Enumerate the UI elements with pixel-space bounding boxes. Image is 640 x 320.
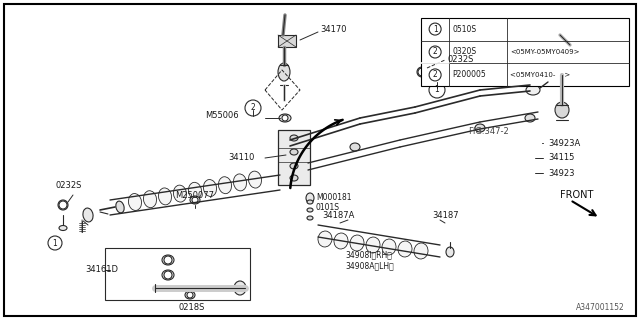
Text: 0510S: 0510S	[452, 25, 476, 34]
Text: 0218S: 0218S	[179, 303, 205, 313]
Circle shape	[429, 69, 441, 81]
Ellipse shape	[366, 237, 380, 253]
Text: 34908I〈RH〉: 34908I〈RH〉	[345, 251, 392, 260]
Ellipse shape	[143, 191, 157, 208]
Ellipse shape	[307, 216, 313, 220]
Ellipse shape	[475, 124, 485, 132]
Bar	[278, 130, 310, 185]
Text: 0101S: 0101S	[316, 203, 340, 212]
Ellipse shape	[290, 175, 298, 181]
Text: 34908A〈LH〉: 34908A〈LH〉	[345, 261, 394, 270]
Ellipse shape	[162, 270, 174, 280]
Text: <05MY0410-    >: <05MY0410- >	[510, 72, 570, 78]
Circle shape	[164, 271, 172, 279]
Ellipse shape	[116, 201, 124, 213]
Ellipse shape	[307, 208, 313, 212]
Text: 2: 2	[433, 47, 438, 57]
Ellipse shape	[248, 171, 262, 188]
Ellipse shape	[526, 85, 540, 95]
Ellipse shape	[307, 200, 313, 204]
Text: 1: 1	[433, 25, 438, 34]
Text: 34115: 34115	[548, 154, 574, 163]
Text: 0232S: 0232S	[55, 180, 81, 189]
Ellipse shape	[290, 135, 298, 141]
Circle shape	[164, 256, 172, 264]
Text: M250077: M250077	[175, 191, 214, 201]
Bar	[421, 18, 629, 86]
Ellipse shape	[555, 102, 569, 118]
Ellipse shape	[234, 281, 246, 295]
Ellipse shape	[398, 241, 412, 257]
Text: 2: 2	[251, 103, 255, 113]
Text: M000181: M000181	[316, 193, 351, 202]
Ellipse shape	[350, 143, 360, 151]
Text: 34110: 34110	[228, 154, 254, 163]
Circle shape	[59, 201, 67, 209]
Bar	[278, 35, 296, 47]
Circle shape	[192, 197, 198, 203]
Ellipse shape	[525, 114, 535, 122]
Ellipse shape	[185, 291, 195, 299]
Text: 2: 2	[433, 70, 438, 79]
Text: <05MY-05MY0409>: <05MY-05MY0409>	[510, 49, 580, 55]
Ellipse shape	[334, 233, 348, 249]
Ellipse shape	[318, 231, 332, 247]
Circle shape	[48, 236, 62, 250]
Text: 34187A: 34187A	[322, 211, 355, 220]
Circle shape	[418, 68, 426, 76]
Text: 34923: 34923	[548, 169, 575, 178]
Ellipse shape	[290, 163, 298, 169]
Ellipse shape	[190, 196, 200, 204]
Ellipse shape	[279, 114, 291, 122]
Ellipse shape	[446, 247, 454, 257]
Bar	[555, 45, 575, 75]
Text: 34923A: 34923A	[548, 139, 580, 148]
Text: 1: 1	[52, 238, 58, 247]
Circle shape	[429, 82, 445, 98]
Ellipse shape	[382, 239, 396, 255]
Text: 1: 1	[435, 85, 440, 94]
Bar	[105, 248, 250, 300]
Text: FIG.347-2: FIG.347-2	[468, 127, 509, 137]
Circle shape	[282, 115, 288, 121]
Text: 34161D: 34161D	[85, 266, 118, 275]
Ellipse shape	[83, 208, 93, 222]
Text: 34187: 34187	[432, 211, 459, 220]
Text: A347001152: A347001152	[576, 303, 625, 312]
Ellipse shape	[350, 235, 364, 251]
Ellipse shape	[188, 182, 202, 199]
Ellipse shape	[59, 226, 67, 230]
Circle shape	[187, 292, 193, 298]
Text: 0320S: 0320S	[452, 47, 476, 57]
Text: P200005: P200005	[452, 70, 486, 79]
Text: 0232S: 0232S	[448, 55, 474, 65]
Ellipse shape	[306, 193, 314, 203]
Text: FRONT: FRONT	[560, 190, 593, 200]
Circle shape	[245, 100, 261, 116]
Ellipse shape	[173, 185, 186, 202]
Ellipse shape	[204, 180, 216, 196]
Text: 34170: 34170	[320, 26, 346, 35]
Ellipse shape	[159, 188, 172, 205]
Circle shape	[429, 46, 441, 58]
Ellipse shape	[417, 67, 427, 77]
Ellipse shape	[290, 149, 298, 155]
Ellipse shape	[414, 243, 428, 259]
Ellipse shape	[129, 194, 141, 211]
Ellipse shape	[58, 200, 68, 210]
Text: M55006: M55006	[205, 110, 239, 119]
Ellipse shape	[218, 177, 232, 194]
Ellipse shape	[545, 76, 555, 84]
Ellipse shape	[278, 63, 290, 81]
Ellipse shape	[162, 255, 174, 265]
Ellipse shape	[234, 174, 246, 191]
Circle shape	[429, 23, 441, 35]
